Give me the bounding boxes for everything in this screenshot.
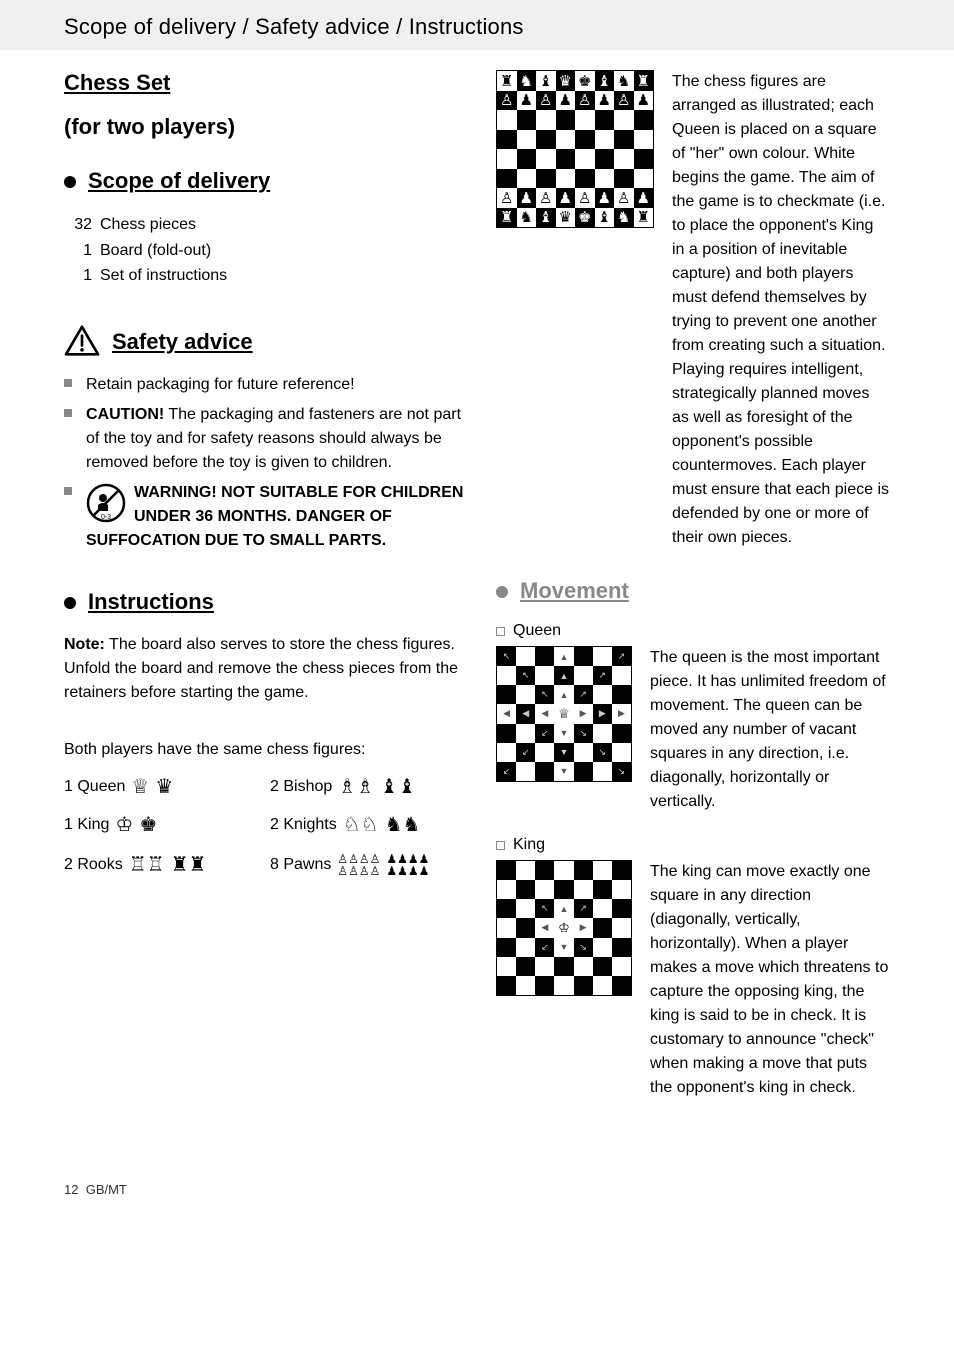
pieces-intro: Both players have the same chess figures… — [64, 741, 464, 759]
footer: 12 GB/MT — [0, 1162, 954, 1217]
knight-white-icon: ♘♘ — [343, 815, 379, 835]
header-title: Scope of delivery / Safety advice / Inst… — [64, 14, 524, 39]
piece-cell-pawn: 8 Pawns ♙♙♙♙ ♙♙♙♙ ♟♟♟♟ ♟♟♟♟ — [270, 853, 464, 877]
king-text: The king can move exactly one square in … — [650, 860, 890, 1100]
queen-row: ↖▲↗↖▲↗↖▲↗◀◀◀♕▶▶▶↙▼↘↙▼↘↙▼↘ The queen is t… — [496, 646, 890, 814]
note-label: Note: — [64, 636, 105, 653]
age-restriction-icon: 0-3 — [86, 483, 126, 523]
page-number: 12 — [64, 1182, 78, 1197]
delivery-label: Chess pieces — [100, 212, 196, 238]
setup-board: ♜♞♝♛♚♝♞♜♙♟♙♟♙♟♙♟♙♟♙♟♙♟♙♟♜♞♝♛♚♝♞♜ — [496, 70, 654, 228]
page-subtitle: (for two players) — [64, 114, 464, 140]
header-bar: Scope of delivery / Safety advice / Inst… — [0, 0, 954, 50]
queen-label: Queen — [513, 622, 561, 640]
bullet-icon — [64, 176, 76, 188]
square-bullet-icon — [64, 379, 72, 387]
pawn-white-icon: ♙♙♙♙ ♙♙♙♙ — [337, 853, 380, 877]
region-code: GB/MT — [86, 1182, 127, 1197]
delivery-item: 1 Set of instructions — [64, 263, 464, 289]
piece-cell-knight: 2 Knights ♘♘ ♞♞ — [270, 815, 464, 835]
section-delivery-heading: Scope of delivery — [64, 168, 464, 196]
heading-safety: Safety advice — [112, 329, 253, 357]
queen-movement-board: ↖▲↗↖▲↗↖▲↗◀◀◀♕▶▶▶↙▼↘↙▼↘↙▼↘ — [496, 646, 632, 814]
movement-section: Queen ↖▲↗↖▲↗↖▲↗◀◀◀♕▶▶▶↙▼↘↙▼↘↙▼↘ The quee… — [496, 622, 890, 1100]
safety-body: 0-3 WARNING! NOT SUITABLE FOR CHILDREN U… — [86, 481, 464, 553]
content: Chess Set (for two players) Scope of del… — [0, 50, 954, 1162]
delivery-item: 1 Board (fold-out) — [64, 238, 464, 264]
piece-cell-bishop: 2 Bishop ♗♗ ♝♝ — [270, 777, 464, 797]
movement-label: King — [496, 836, 890, 854]
bishop-black-icon: ♝♝ — [380, 777, 416, 797]
note-text: The board also serves to store the chess… — [64, 636, 458, 701]
hollow-square-icon — [496, 841, 505, 850]
heading-movement: Movement — [520, 578, 629, 606]
safety-list: Retain packaging for future reference! C… — [64, 373, 464, 553]
piece-cell-rook: 2 Rooks ♖♖ ♜♜ — [64, 853, 258, 877]
delivery-item: 32 Chess pieces — [64, 212, 464, 238]
bullet-icon — [496, 586, 508, 598]
piece-label: 1 Queen — [64, 778, 125, 796]
delivery-label: Board (fold-out) — [100, 238, 211, 264]
warning-triangle-icon — [64, 325, 100, 357]
king-movement-board: ↖▲↗◀♔▶↙▼↘ — [496, 860, 632, 1100]
right-column: ♜♞♝♛♚♝♞♜♙♟♙♟♙♟♙♟♙♟♙♟♙♟♙♟♜♞♝♛♚♝♞♜ The che… — [496, 70, 890, 1122]
piece-label: 2 Knights — [270, 816, 337, 834]
delivery-qty: 1 — [64, 238, 92, 264]
queen-black-icon: ♛ — [155, 777, 173, 797]
delivery-qty: 32 — [64, 212, 92, 238]
section-movement-heading: Movement — [496, 578, 890, 606]
hollow-square-icon — [496, 627, 505, 636]
knight-black-icon: ♞♞ — [385, 815, 421, 835]
safety-item: Retain packaging for future reference! — [64, 373, 464, 397]
pawn-black-icon: ♟♟♟♟ ♟♟♟♟ — [386, 853, 429, 877]
king-label: King — [513, 836, 545, 854]
king-white-icon: ♔ — [115, 815, 133, 835]
svg-text:0-3: 0-3 — [101, 514, 111, 521]
safety-text: Retain packaging for future reference! — [86, 373, 464, 397]
safety-item: 0-3 WARNING! NOT SUITABLE FOR CHILDREN U… — [64, 481, 464, 553]
heading-instructions: Instructions — [88, 589, 214, 617]
delivery-qty: 1 — [64, 263, 92, 289]
delivery-label: Set of instructions — [100, 263, 227, 289]
queen-text: The queen is the most important piece. I… — [650, 646, 890, 814]
movement-queen: Queen ↖▲↗↖▲↗↖▲↗◀◀◀♕▶▶▶↙▼↘↙▼↘↙▼↘ The quee… — [496, 622, 890, 814]
piece-label: 2 Rooks — [64, 856, 123, 874]
left-column: Chess Set (for two players) Scope of del… — [64, 70, 464, 1122]
section-safety-heading: Safety advice — [64, 325, 464, 357]
safety-item: CAUTION! The packaging and fasteners are… — [64, 403, 464, 475]
note-block: Note: The board also serves to store the… — [64, 633, 464, 705]
movement-label: Queen — [496, 622, 890, 640]
king-row: ↖▲↗◀♔▶↙▼↘ The king can move exactly one … — [496, 860, 890, 1100]
page-title: Chess Set — [64, 70, 464, 96]
setup-row: ♜♞♝♛♚♝♞♜♙♟♙♟♙♟♙♟♙♟♙♟♙♟♙♟♜♞♝♛♚♝♞♜ The che… — [496, 70, 890, 550]
queen-white-icon: ♕ — [131, 777, 149, 797]
rook-white-icon: ♖♖ — [129, 855, 165, 875]
square-bullet-icon — [64, 487, 72, 495]
movement-king: King ↖▲↗◀♔▶↙▼↘ The king can move exactly… — [496, 836, 890, 1100]
piece-cell-queen: 1 Queen ♕ ♛ — [64, 777, 258, 797]
pieces-grid: 1 Queen ♕ ♛ 2 Bishop ♗♗ ♝♝ 1 King ♔ ♚ 2 … — [64, 777, 464, 877]
piece-label: 1 King — [64, 816, 109, 834]
warning-text: WARNING! NOT SUITABLE FOR CHILDREN UNDER… — [86, 484, 463, 549]
bishop-white-icon: ♗♗ — [338, 777, 374, 797]
delivery-list: 32 Chess pieces 1 Board (fold-out) 1 Set… — [64, 212, 464, 289]
piece-label: 2 Bishop — [270, 778, 332, 796]
bullet-icon — [64, 597, 76, 609]
caution-label: CAUTION! — [86, 406, 164, 423]
rook-black-icon: ♜♜ — [171, 855, 207, 875]
king-black-icon: ♚ — [139, 815, 157, 835]
piece-label: 8 Pawns — [270, 856, 331, 874]
safety-body: CAUTION! The packaging and fasteners are… — [86, 403, 464, 475]
heading-delivery: Scope of delivery — [88, 168, 270, 196]
square-bullet-icon — [64, 409, 72, 417]
setup-text: The chess figures are arranged as illust… — [672, 70, 890, 550]
piece-cell-king: 1 King ♔ ♚ — [64, 815, 258, 835]
section-instructions-heading: Instructions — [64, 589, 464, 617]
